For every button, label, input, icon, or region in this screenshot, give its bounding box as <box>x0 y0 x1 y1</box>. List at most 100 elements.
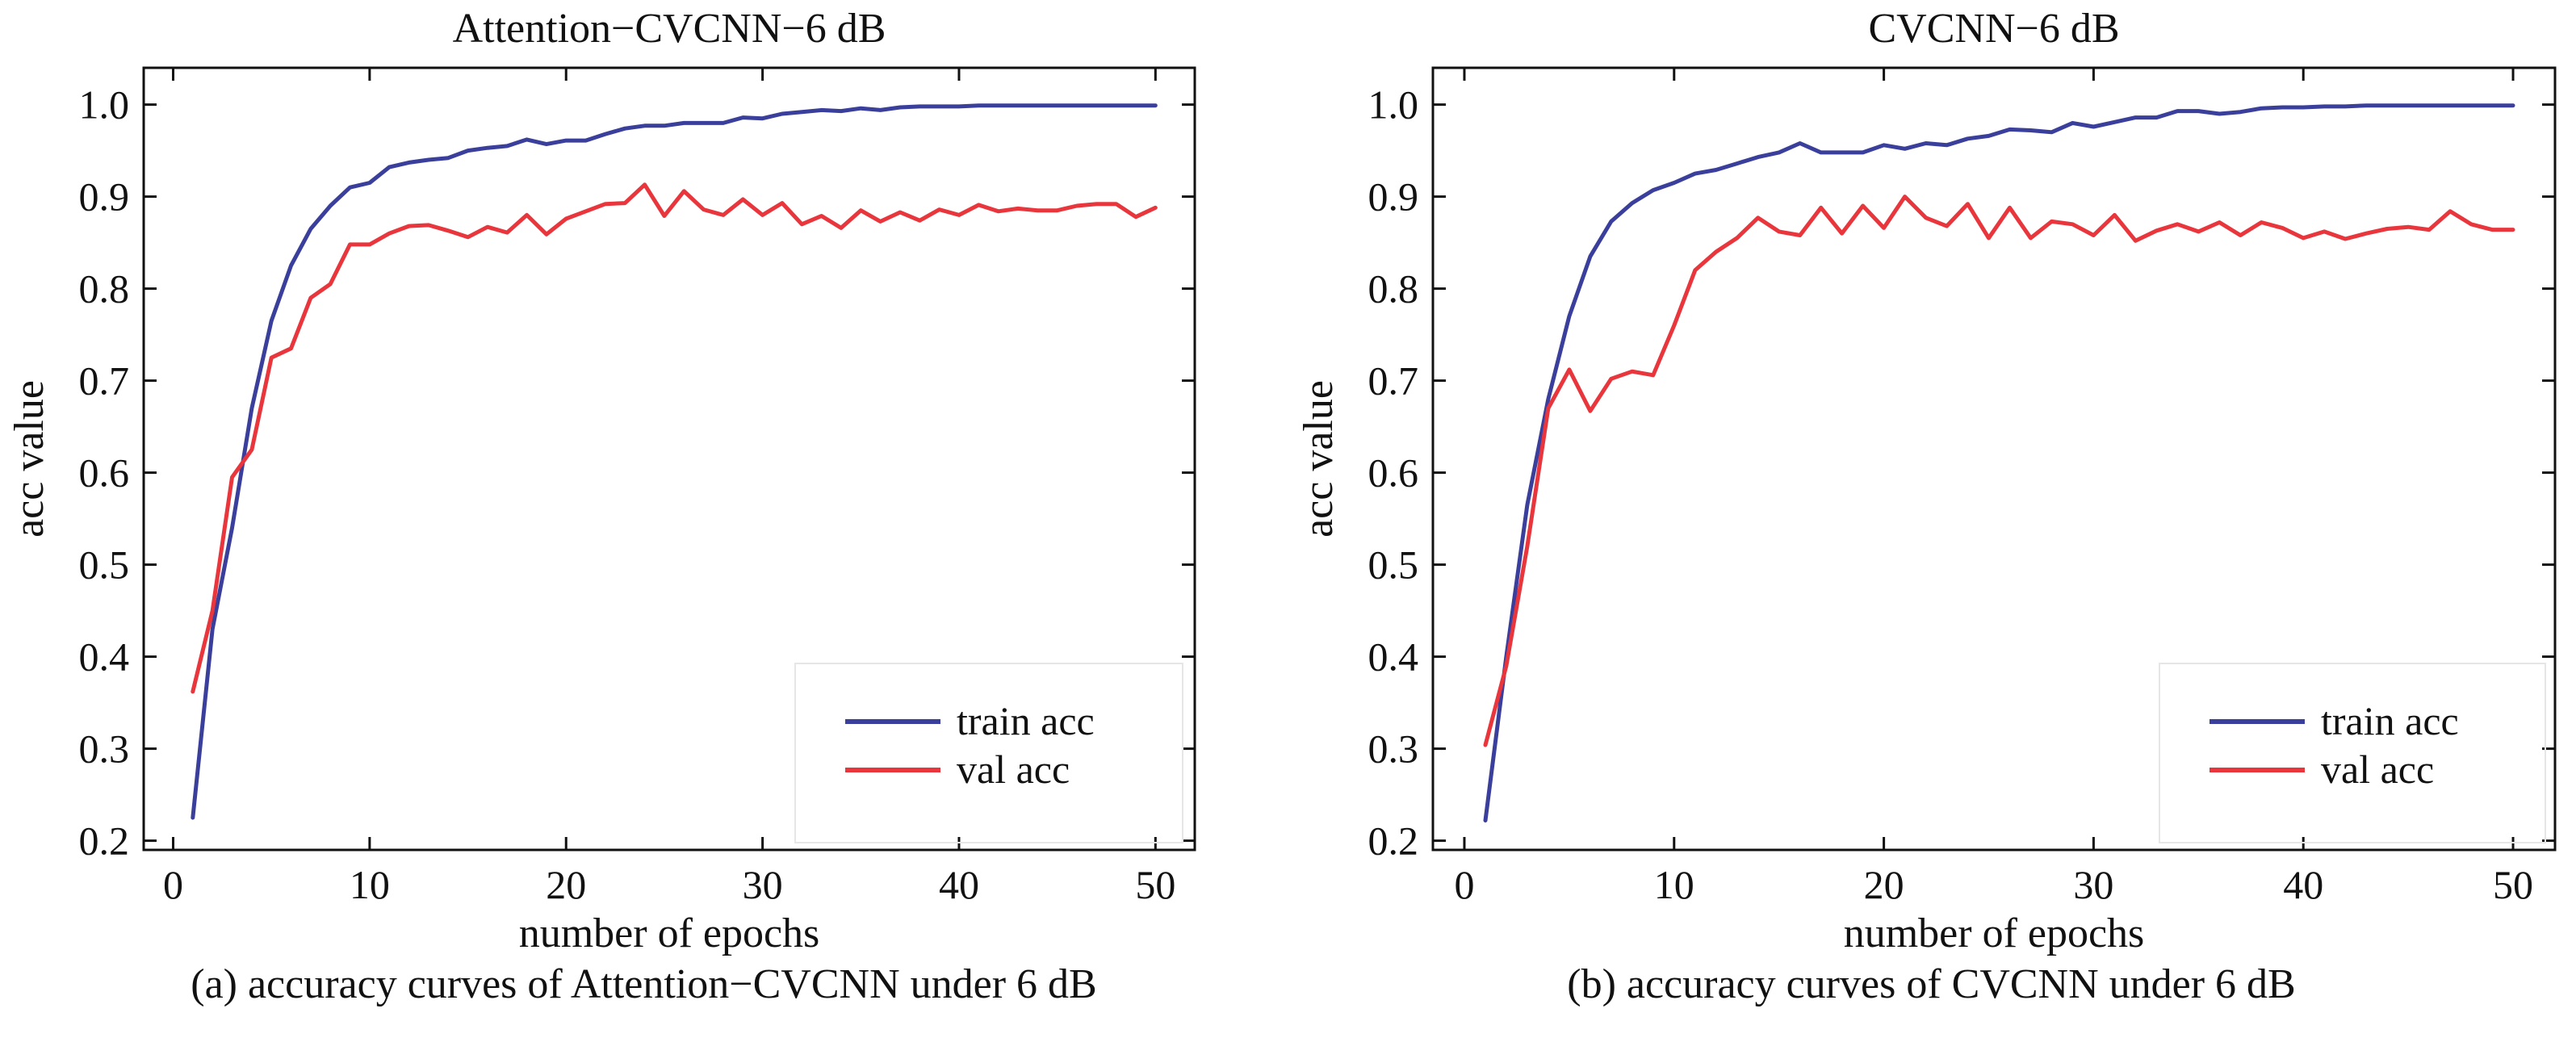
data-point <box>840 110 843 113</box>
data-point <box>526 213 529 216</box>
plot-frame <box>1431 66 2557 852</box>
data-point <box>2364 104 2368 107</box>
x-tick-label: 0 <box>163 862 183 907</box>
data-point <box>918 219 921 222</box>
y-tick-label: 0.6 <box>1368 450 1419 496</box>
data-point <box>820 215 823 218</box>
data-point <box>1589 409 1592 412</box>
y-tick-label: 0.4 <box>79 634 130 680</box>
data-point <box>467 236 470 239</box>
chart-panel-a: Attention−CVCNN−6 dB 0.2 0.3 0.4 0.5 0.6 0.7 0.… <box>6 6 1196 1007</box>
data-point <box>2071 223 2074 226</box>
data-point <box>1154 104 1157 107</box>
data-point <box>604 132 607 136</box>
data-point <box>1715 169 1718 172</box>
data-point <box>2239 111 2242 114</box>
data-point <box>1862 151 1865 154</box>
legend-label-0: train acc <box>957 698 1095 743</box>
data-point <box>957 213 961 216</box>
data-point <box>2344 105 2347 108</box>
data-point <box>2134 116 2137 119</box>
data-point <box>1075 104 1079 107</box>
data-point <box>800 223 803 226</box>
data-point <box>1946 144 1949 147</box>
data-point <box>1757 156 1760 159</box>
y-tick-label: 0.7 <box>79 358 130 404</box>
data-point <box>368 182 371 184</box>
series-line-0 <box>191 103 1158 820</box>
y-axis-label: acc value <box>1296 380 1342 538</box>
data-point <box>2281 106 2284 109</box>
data-point <box>2218 221 2221 224</box>
data-point <box>2260 221 2263 224</box>
legend-label-1: val acc <box>957 747 1070 792</box>
data-point <box>2092 233 2095 236</box>
data-point <box>1736 162 1739 165</box>
data-point <box>1115 203 1118 206</box>
data-point <box>997 104 1000 107</box>
legend-label-1: val acc <box>2321 747 2434 792</box>
data-point <box>1841 232 1844 235</box>
data-point <box>505 231 509 234</box>
chart-panel-b: CVCNN−6 dB 0.2 0.3 0.4 0.5 0.6 0.7 0.8 0.9 1.0 0 10… <box>1288 0 2575 1042</box>
data-point <box>997 210 1000 213</box>
chart-title: Attention−CVCNN−6 dB <box>453 6 886 52</box>
data-point <box>309 296 312 299</box>
data-point <box>526 138 529 141</box>
data-point <box>231 475 234 479</box>
data-point <box>349 186 352 189</box>
data-point <box>722 213 725 216</box>
x-tick-label: 20 <box>1864 862 1904 907</box>
data-point <box>1075 204 1079 207</box>
legend-label-0: train acc <box>2321 698 2459 743</box>
data-point <box>1673 182 1676 184</box>
data-point <box>682 190 685 193</box>
data-point <box>2511 228 2515 232</box>
data-point <box>2113 213 2116 216</box>
data-point <box>2176 223 2179 226</box>
data-point <box>1547 397 1550 400</box>
data-point <box>2197 230 2200 233</box>
data-point <box>1736 236 1739 240</box>
data-point <box>427 158 430 161</box>
data-point <box>1505 664 1508 667</box>
data-point <box>2469 104 2473 107</box>
data-point <box>1484 743 1487 747</box>
data-point <box>505 144 509 148</box>
data-point <box>2511 104 2515 107</box>
data-point <box>2302 106 2305 109</box>
data-point <box>387 165 391 169</box>
series-line-1 <box>1483 195 2515 747</box>
data-point <box>290 347 293 350</box>
data-point <box>231 526 234 529</box>
y-axis-label: acc value <box>6 380 52 538</box>
y-tick-label: 0.8 <box>79 266 130 312</box>
data-point <box>486 146 489 149</box>
data-point <box>840 226 843 229</box>
data-point <box>191 816 195 819</box>
data-point <box>781 202 784 205</box>
data-point <box>1095 104 1098 107</box>
data-point <box>977 203 980 207</box>
series-line-1 <box>191 182 1158 694</box>
data-point <box>2427 228 2431 232</box>
data-point <box>1016 207 1020 210</box>
data-point <box>349 243 352 246</box>
data-point <box>1526 504 1529 506</box>
data-point <box>1987 236 1991 240</box>
data-point <box>1820 206 1823 209</box>
data-point <box>191 690 195 693</box>
data-point <box>2323 105 2326 108</box>
data-point <box>761 117 764 120</box>
data-point <box>408 224 411 228</box>
y-tick-label: 0.6 <box>79 450 130 496</box>
data-point <box>1568 315 1571 318</box>
data-point <box>1778 151 1781 154</box>
data-point <box>2029 236 2032 240</box>
data-point <box>938 105 941 108</box>
data-point <box>1799 141 1802 144</box>
data-point <box>761 213 764 216</box>
data-point <box>781 112 784 115</box>
data-point <box>564 217 568 220</box>
data-point <box>1610 377 1613 380</box>
